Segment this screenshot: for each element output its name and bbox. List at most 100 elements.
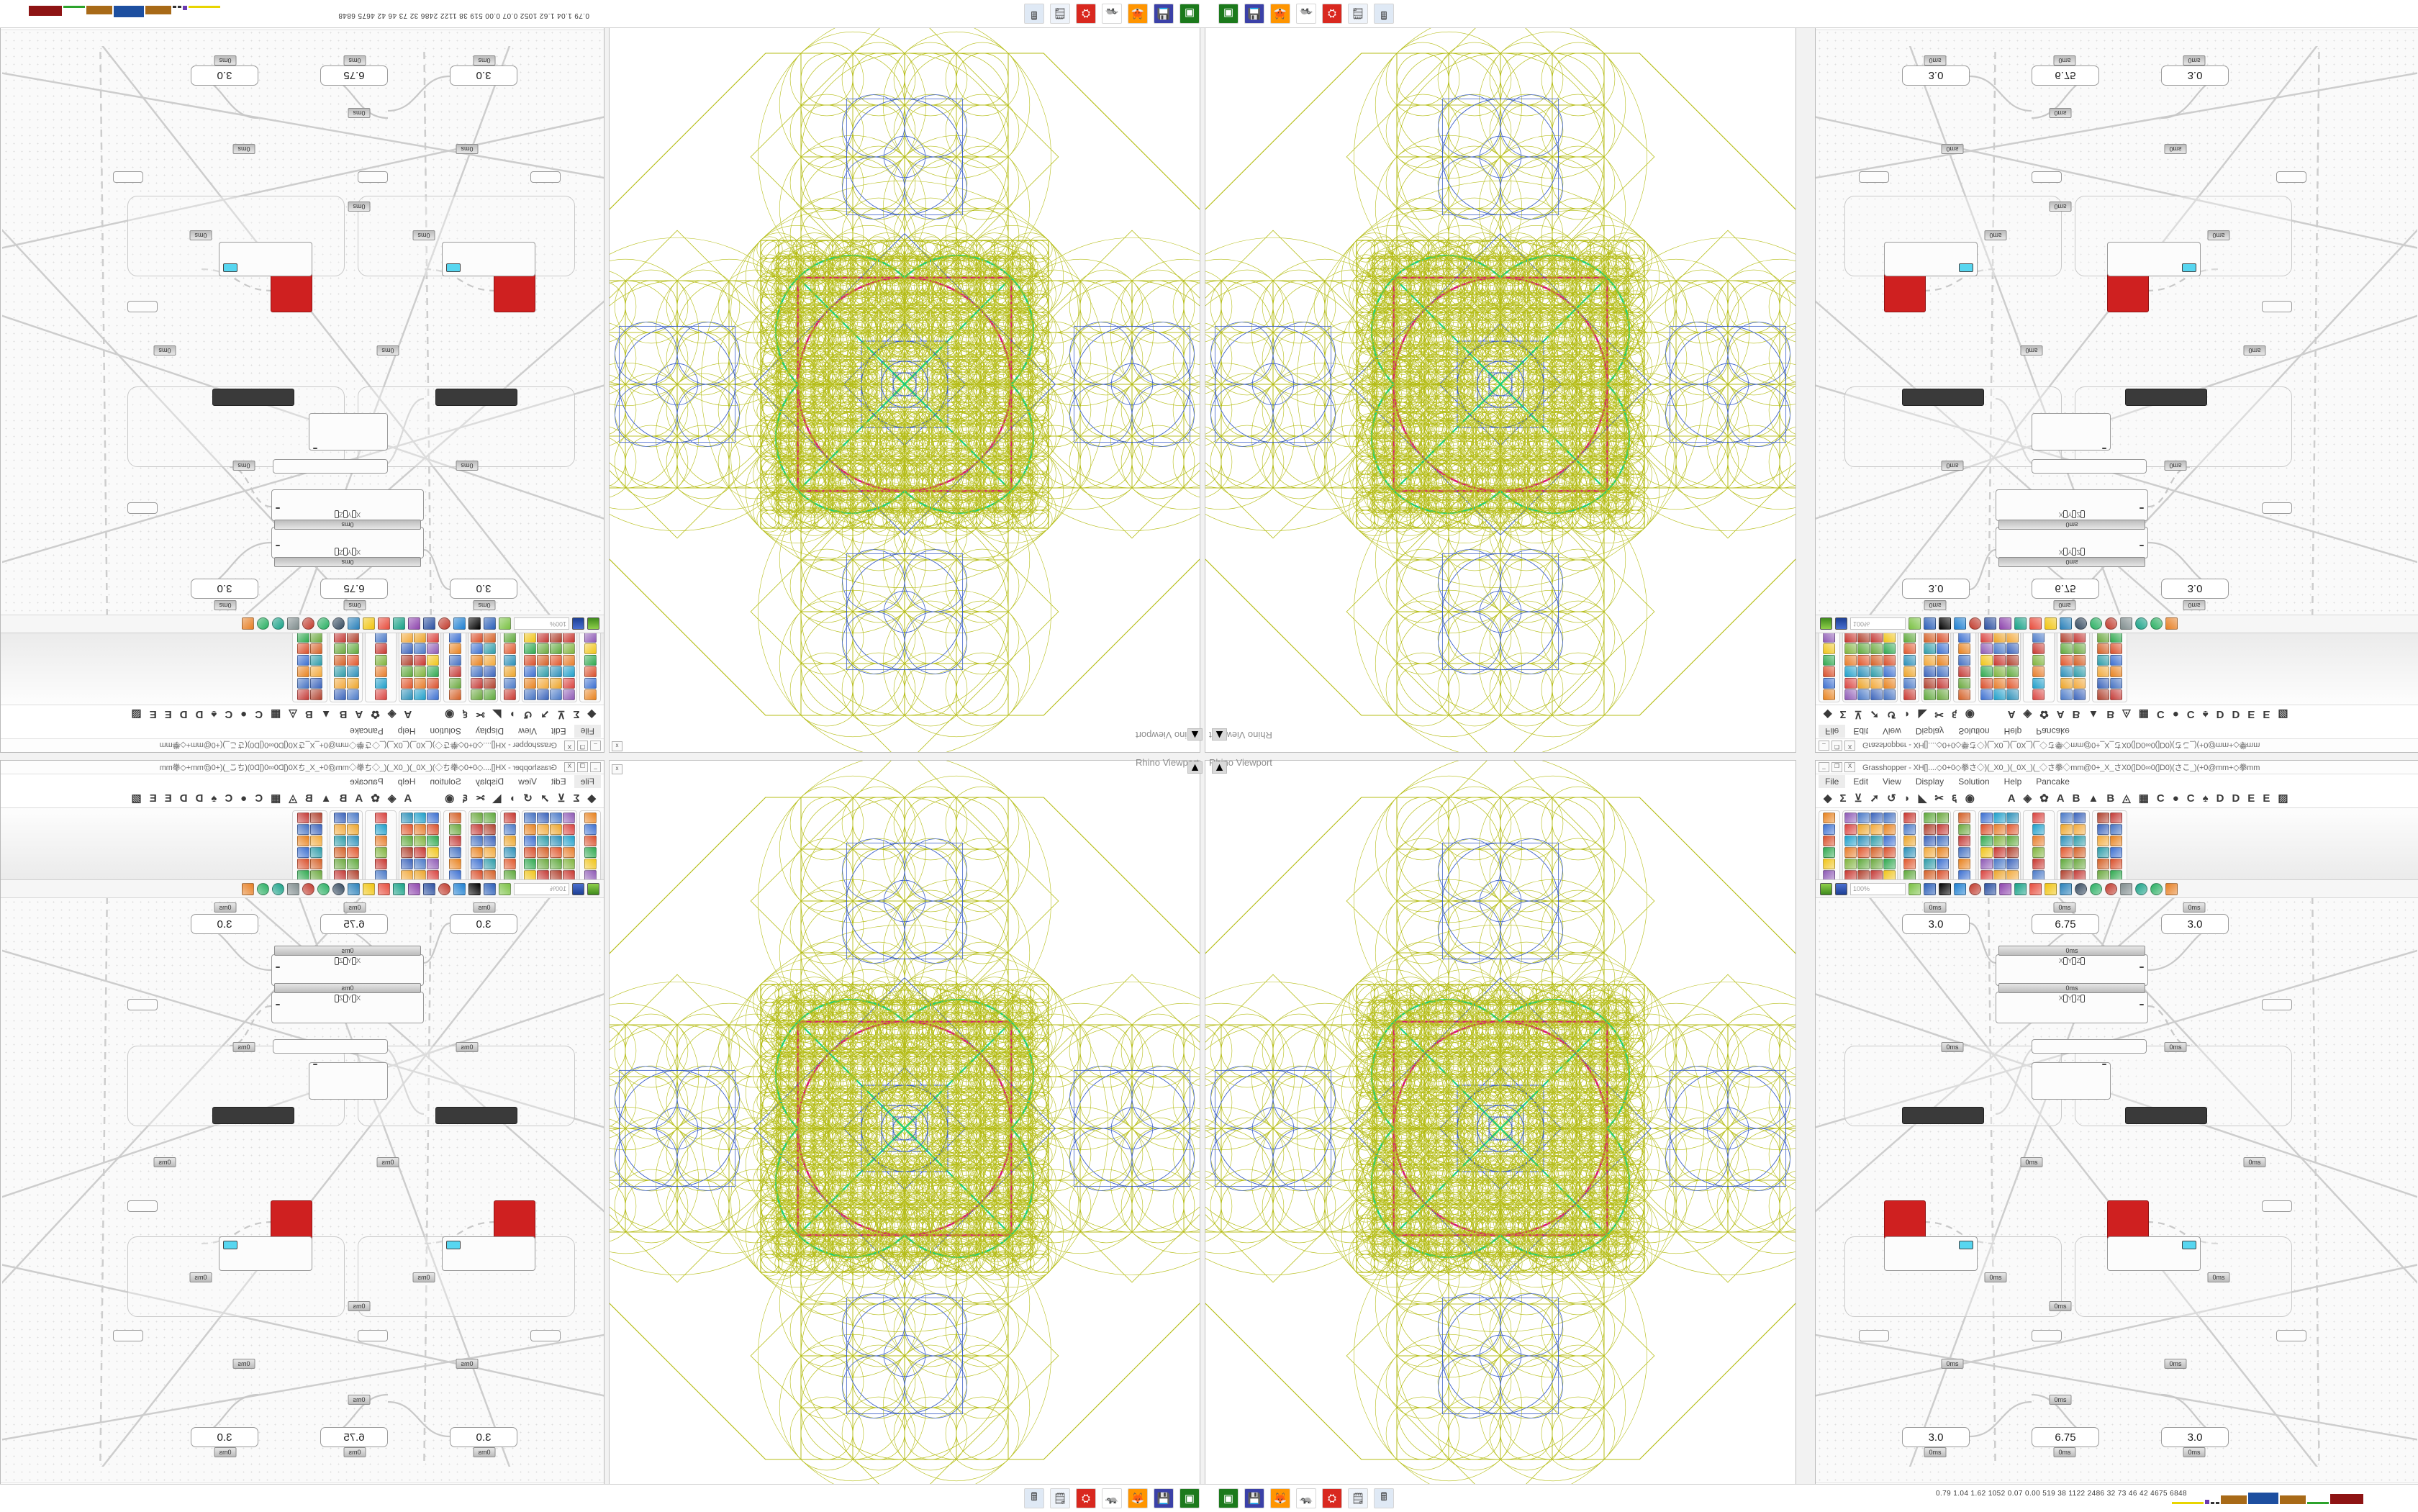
error-component[interactable]	[271, 272, 312, 312]
component-icon[interactable]	[1857, 812, 1870, 823]
preview-shaded-icon[interactable]	[438, 618, 450, 630]
color-swatch[interactable]	[223, 263, 237, 272]
component-icon[interactable]	[310, 847, 322, 858]
intersect-tab[interactable]: ✂	[472, 792, 489, 805]
menu-file[interactable]: File	[574, 775, 601, 788]
search-icon[interactable]	[2014, 618, 2027, 630]
component-icon[interactable]	[449, 824, 461, 835]
tab-a2[interactable]: A	[2053, 792, 2068, 805]
tab-b1[interactable]: B	[336, 709, 351, 721]
center-x[interactable]	[352, 957, 356, 965]
component-icon[interactable]	[537, 643, 549, 654]
tab-flower[interactable]: ✿	[2036, 708, 2052, 721]
number-slider[interactable]: 6.75	[2032, 579, 2099, 599]
component-icon[interactable]	[1958, 633, 1970, 643]
menu-pancake[interactable]: Pancake	[2029, 725, 2076, 738]
cluster-icon[interactable]	[348, 883, 360, 895]
ribbon-group-main[interactable]: Main	[500, 633, 520, 702]
component-icon[interactable]	[537, 847, 549, 858]
center-z[interactable]	[335, 957, 339, 965]
calculator-icon[interactable]: 🖩	[1024, 1488, 1044, 1508]
number-slider[interactable]: 3.0	[2161, 1427, 2229, 1447]
component-icon[interactable]	[1993, 666, 2006, 677]
badger-icon[interactable]: 🦡	[1102, 4, 1122, 24]
tab-spade[interactable]: ♠	[2199, 709, 2212, 721]
component-icon[interactable]	[2110, 689, 2122, 700]
component-icon[interactable]	[297, 847, 309, 858]
gha-assembly-icon[interactable]	[1984, 883, 1996, 895]
tab-b2[interactable]: B	[302, 792, 317, 805]
component-icon[interactable]	[2006, 812, 2019, 823]
sets-tab[interactable]: ⊻	[553, 792, 569, 805]
component-icon[interactable]	[524, 836, 536, 846]
tab-e1[interactable]: E	[2244, 792, 2258, 805]
component-icon[interactable]	[537, 633, 549, 643]
component-icon[interactable]	[401, 812, 413, 823]
component-icon[interactable]	[1924, 678, 1936, 689]
calculator-icon[interactable]: 🖩	[1374, 4, 1394, 24]
shade-red-icon[interactable]	[302, 618, 314, 630]
component-icon[interactable]	[1993, 689, 2006, 700]
tab-c1[interactable]: C	[251, 792, 266, 805]
mesh-tab[interactable]: ◣	[489, 708, 505, 721]
factor-value[interactable]	[2139, 1004, 2144, 1005]
component-icon[interactable]	[310, 643, 322, 654]
minimize-button[interactable]: _	[1819, 762, 1829, 772]
component-icon[interactable]	[1958, 689, 1970, 700]
component-icon[interactable]	[334, 655, 346, 666]
zoom-level-input[interactable]: 100%	[514, 883, 569, 895]
component-icon[interactable]	[550, 824, 562, 835]
widget-orange-icon[interactable]	[2150, 883, 2163, 895]
component-icon[interactable]	[550, 643, 562, 654]
center-z[interactable]	[335, 510, 339, 518]
tab-b2[interactable]: B	[2103, 792, 2118, 805]
component-icon[interactable]	[504, 859, 516, 869]
component-icon[interactable]	[2060, 666, 2073, 677]
component-icon[interactable]	[1883, 643, 1896, 654]
scale-component[interactable]: XYZ	[271, 527, 424, 558]
list-length-component[interactable]	[2032, 459, 2147, 474]
tab-c1[interactable]: C	[2153, 709, 2168, 721]
zoom-extents-icon[interactable]	[499, 618, 511, 630]
disabled-component[interactable]	[212, 1107, 294, 1124]
component-icon[interactable]	[1903, 812, 1916, 823]
maximize-button[interactable]: ❐	[577, 741, 588, 751]
component-icon[interactable]	[2097, 847, 2109, 858]
component-icon[interactable]	[524, 847, 536, 858]
component-icon[interactable]	[1980, 812, 1993, 823]
number-slider[interactable]: 3.0	[191, 65, 258, 86]
component-icon[interactable]	[297, 836, 309, 846]
component-icon[interactable]	[310, 678, 322, 689]
component-icon[interactable]	[524, 689, 536, 700]
tab-e1[interactable]: E	[161, 709, 176, 721]
ribbon-group-goals-pt[interactable]: Goals-Pt	[1921, 810, 1951, 880]
maximize-button[interactable]: ❐	[577, 762, 588, 772]
shade-black-icon[interactable]	[332, 883, 345, 895]
param-component[interactable]	[2276, 1330, 2306, 1341]
maximize-button[interactable]: ❐	[1831, 741, 1842, 751]
component-icon[interactable]	[1924, 812, 1936, 823]
custom-preview-component[interactable]	[442, 1236, 535, 1271]
component-icon[interactable]	[1958, 870, 1970, 880]
component-icon[interactable]	[1924, 643, 1936, 654]
component-icon[interactable]	[563, 643, 575, 654]
component-icon[interactable]	[1937, 870, 1949, 880]
component-icon[interactable]	[2110, 847, 2122, 858]
component-icon[interactable]	[484, 859, 496, 869]
save-file-icon[interactable]	[572, 618, 584, 630]
number-slider[interactable]: 6.75	[320, 579, 388, 599]
shade-white-icon[interactable]	[2090, 618, 2102, 630]
component-icon[interactable]	[1903, 859, 1916, 869]
tab-b1[interactable]: B	[336, 792, 351, 805]
ribbon-group-utility[interactable]: Utility	[579, 633, 601, 702]
tab-d2[interactable]: D	[2228, 792, 2243, 805]
tab-hatch[interactable]: ▨	[2274, 708, 2291, 721]
ribbon-group-utility[interactable]: Utility	[1819, 633, 1840, 702]
param-component[interactable]	[2262, 301, 2292, 312]
component-ribbon[interactable]: UtilityMeshMainGoals-PtGoaL.Goals-MeshGo…	[1, 633, 604, 705]
save-file-icon[interactable]	[1835, 883, 1847, 895]
firefox-icon[interactable]: 🦊	[1270, 1488, 1290, 1508]
preview-icon[interactable]	[484, 618, 496, 630]
menu-file[interactable]: File	[1819, 775, 1845, 788]
